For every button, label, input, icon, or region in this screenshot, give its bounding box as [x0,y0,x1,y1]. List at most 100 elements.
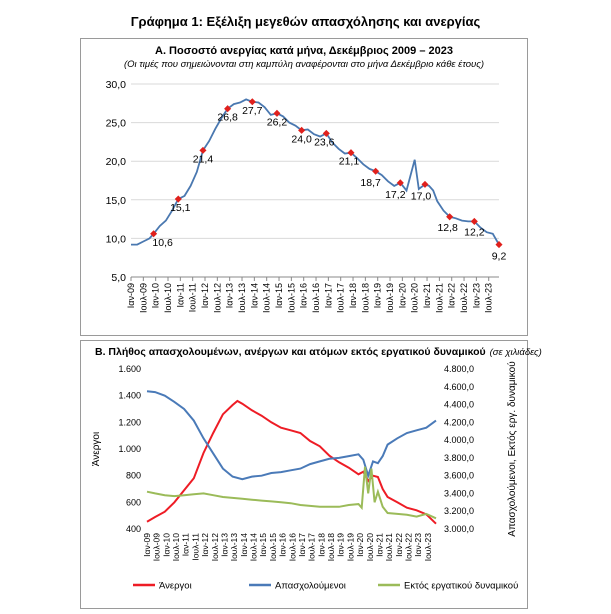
x-tick-label: Ιαν-17 [297,533,307,557]
december-marker [298,126,306,134]
y-tick-label: 20,0 [106,156,127,168]
x-tick-label: Ιαν-09 [126,283,136,308]
y-left-axis-label: Άνεργοι [91,432,102,466]
panel-a-title: Α. Ποσοστό ανεργίας κατά μήνα, Δεκέμβριο… [155,45,453,57]
x-tick-label: Ιουλ-12 [212,283,222,313]
y-right-tick-label: 4.200,0 [444,417,474,427]
data-label: 12,8 [437,222,458,234]
data-label: 26,8 [217,112,238,124]
december-marker [150,230,158,238]
y-tick-label: 15,0 [106,195,127,207]
data-label: 17,2 [385,189,406,201]
x-tick-label: Ιουλ-15 [286,283,296,313]
x-tick-label: Ιουλ-20 [410,283,420,313]
data-label: 9,2 [492,251,507,263]
data-label: 21,1 [339,156,360,168]
y-right-tick-label: 4.400,0 [444,400,474,410]
x-tick-label: Ιουλ-22 [459,283,469,313]
series-line-unemployed [146,399,437,525]
x-tick-label: Ιαν-18 [316,533,326,557]
december-marker [495,241,503,249]
x-tick-label: Ιαν-10 [151,283,161,308]
x-tick-label: Ιουλ-21 [434,283,444,313]
y-tick-label: 10,0 [106,233,127,245]
data-label: 17,0 [411,190,432,202]
panel-b-title-row: Β. Πλήθος απασχολουμένων, ανέργων και ατ… [95,346,542,358]
y-left-tick-label: 1.200 [118,417,141,427]
data-label: 27,7 [242,105,263,117]
x-tick-label: Ιουλ-14 [249,533,259,562]
x-tick-label: Ιαν-19 [373,283,383,308]
data-label: 10,6 [152,237,173,249]
y-right-tick-label: 4.800,0 [444,364,474,374]
series-line-inactive [146,466,437,520]
data-label: 18,7 [360,177,381,189]
page-title: Γράφημα 1: Εξέλιξη μεγεθών απασχόλησης κ… [130,14,481,29]
y-right-axis-label: Απασχολούμενοι, Εκτός εργ. δυναμικού [506,361,518,536]
x-tick-label: Ιαν-13 [225,283,235,308]
x-tick-label: Ιαν-09 [142,533,152,557]
x-tick-label: Ιουλ-13 [237,283,247,313]
x-tick-label: Ιουλ-22 [404,533,414,562]
x-tick-label: Ιαν-13 [219,533,229,557]
data-label: 12,2 [464,226,485,238]
y-right-tick-label: 3.200,0 [444,506,474,516]
data-label: 23,6 [314,136,335,148]
x-tick-label: Ιαν-14 [239,533,249,557]
x-tick-label: Ιουλ-12 [210,533,220,562]
y-tick-label: 30,0 [106,79,127,91]
x-tick-label: Ιαν-16 [278,533,288,557]
x-tick-label: Ιαν-20 [355,533,365,557]
y-left-tick-label: 1.400 [118,391,141,401]
x-tick-label: Ιουλ-09 [138,283,148,313]
y-right-tick-label: 3.800,0 [444,453,474,463]
x-tick-label: Ιαν-21 [374,533,384,557]
x-tick-label: Ιουλ-11 [188,283,198,312]
chart-b: 400 600 800 1.000 1.200 1.400 1.600 3.000,0 3.20… [91,361,518,592]
series-line-unemployment-rate [131,98,500,246]
x-tick-label: Ιουλ-16 [311,283,321,313]
y-left-tick-label: 1.600 [118,364,141,374]
x-tick-label: Ιαν-21 [422,283,432,308]
panel-b-unit-note: (σε χιλιάδες) [489,347,542,358]
data-label: 24,0 [291,133,312,145]
panel-unemployment-rate: Α. Ποσοστό ανεργίας κατά μήνα, Δεκέμβριο… [80,38,528,336]
december-marker [199,146,207,154]
x-tick-label: Ιαν-19 [336,533,346,557]
december-marker [396,179,404,187]
x-tick-label: Ιαν-10 [161,533,171,557]
x-tick-label: Ιαν-17 [323,283,333,308]
y-tick-label: 25,0 [106,118,127,130]
data-label: 15,1 [170,202,191,214]
x-tick-label: Ιουλ-23 [423,533,433,562]
y-left-tick-label: 600 [126,497,141,507]
x-tick-label: Ιαν-20 [397,283,407,308]
series-line-employed [146,390,437,481]
panel-a-subtitle: (Οι τιμές που σημειώνονται στη καμπύλη α… [123,59,485,70]
x-tick-label: Ιαν-23 [471,283,481,308]
y-tick-label: 5,0 [111,272,126,284]
x-tick-label: Ιαν-22 [447,283,457,308]
x-tick-label: Ιουλ-13 [229,533,239,562]
x-tick-label: Ιαν-14 [249,283,259,308]
panel-b-title: Β. Πλήθος απασχολουμένων, ανέργων και ατ… [95,346,486,358]
y-left-tick-label: 1.000 [118,444,141,454]
x-tick-label: Ιουλ-09 [152,533,162,562]
x-tick-label: Ιουλ-10 [163,283,173,313]
y-right-tick-label: 4.600,0 [444,382,474,392]
x-tick-label: Ιαν-12 [200,533,210,557]
x-tick-label: Ιαν-16 [299,283,309,308]
december-marker [421,180,429,188]
y-right-tick-label: 4.000,0 [444,435,474,445]
x-tick-label: Ιουλ-19 [345,533,355,562]
december-marker [224,105,232,113]
x-tick-label: Ιουλ-18 [360,283,370,313]
december-marker [248,98,256,106]
x-tick-label: Ιαν-15 [258,533,268,557]
x-tick-label: Ιουλ-15 [268,533,278,562]
legend-item-inactive: Εκτός εργατικού δυναμικού [404,581,518,592]
december-marker [347,149,355,157]
y-right-tick-label: 3.600,0 [444,471,474,481]
data-label: 21,4 [193,153,214,165]
